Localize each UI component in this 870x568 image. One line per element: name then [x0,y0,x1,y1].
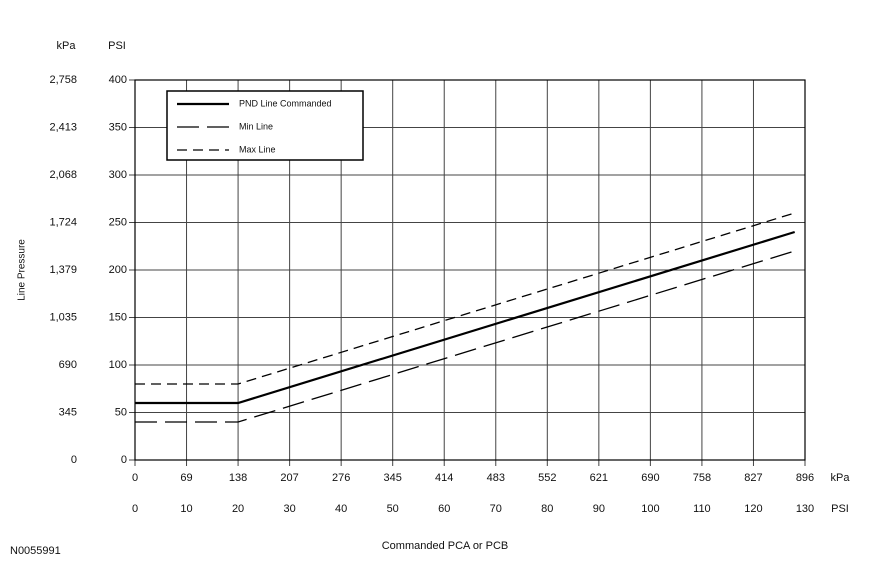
y-unit: PSI [108,40,126,52]
x-tick-label: 20 [232,503,244,515]
x-tick-label: 90 [593,503,605,515]
y2-tick-label: 1,379 [49,264,77,276]
x2-tick-label: 621 [590,472,608,484]
x-tick-label: 80 [541,503,553,515]
y2-unit: kPa [57,40,77,52]
y-tick-label: 200 [109,264,127,276]
y-tick-label: 0 [121,454,127,466]
x-tick-label: 50 [387,503,399,515]
x-tick-label: 120 [744,503,762,515]
y-axis-title: Line Pressure [17,239,28,301]
figure-id: N0055991 [10,545,61,557]
x2-tick-label: 414 [435,472,453,484]
x2-tick-label: 138 [229,472,247,484]
legend-box [166,90,364,161]
x-tick-label: 60 [438,503,450,515]
x2-tick-label: 690 [641,472,659,484]
x-tick-label: 40 [335,503,347,515]
series-line [135,230,796,405]
legend-label: PND Line Commanded [239,98,332,108]
x2-unit: kPa [831,472,851,484]
x2-tick-label: 0 [132,472,138,484]
x2-tick-label: 896 [796,472,814,484]
x-tick-label: 70 [490,503,502,515]
series-line [135,212,795,385]
x2-tick-label: 69 [180,472,192,484]
y-tick-label: 250 [109,216,127,228]
legend-label: Min Line [239,121,273,131]
x2-tick-label: 345 [384,472,402,484]
series-line [135,250,795,423]
x-tick-label: 10 [180,503,192,515]
x-tick-label: 130 [796,503,814,515]
y2-tick-label: 2,068 [49,169,77,181]
x2-tick-label: 207 [280,472,298,484]
legend-label: Max Line [239,144,276,154]
plot-frame [134,79,806,461]
y2-tick-label: 345 [59,406,77,418]
x-tick-label: 110 [693,503,711,515]
x2-tick-label: 758 [693,472,711,484]
y2-tick-label: 690 [59,359,77,371]
x2-tick-label: 552 [538,472,556,484]
y-tick-label: 100 [109,359,127,371]
x2-tick-label: 483 [487,472,505,484]
y-tick-label: 150 [109,311,127,323]
y-tick-label: 300 [109,169,127,181]
x-tick-label: 0 [132,503,138,515]
x-unit: PSI [831,503,849,515]
x2-tick-label: 827 [744,472,762,484]
y2-tick-label: 1,035 [49,311,77,323]
y-tick-label: 400 [109,74,127,86]
y2-tick-label: 2,413 [49,121,77,133]
y-tick-label: 350 [109,121,127,133]
y2-tick-label: 2,758 [49,74,77,86]
y2-tick-label: 0 [71,454,77,466]
x-tick-label: 100 [641,503,659,515]
x2-tick-label: 276 [332,472,350,484]
y2-tick-label: 1,724 [49,216,77,228]
y-tick-label: 50 [115,406,127,418]
x-axis-title: Commanded PCA or PCB [382,540,509,552]
x-tick-label: 30 [283,503,295,515]
